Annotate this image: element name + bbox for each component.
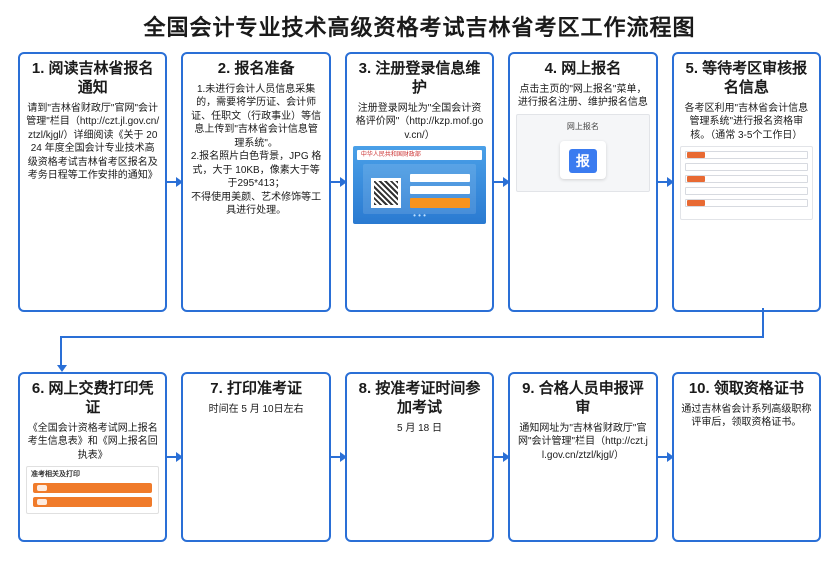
arrow-icon [167,452,181,462]
flow-row-2: 6. 网上交费打印凭证 《全国会计资格考试网上报名考生信息表》和《网上报名回执表… [0,372,839,542]
connector-line [60,336,764,338]
signup-badge-icon: 报 [569,149,597,173]
step-8: 8. 按准考证时间参加考试 5 月 18 日 [345,372,494,542]
print-screenshot: 准考相关及打印 [26,466,159,514]
step-9-body: 通知网址为"吉林省财政厅"官网"会计管理"栏目（http://czt.jl.go… [516,422,649,463]
step-7-body: 时间在 5 月 10日左右 [189,403,322,417]
login-header: 中华人民共和国财政部 [357,150,482,160]
step-6: 6. 网上交费打印凭证 《全国会计资格考试网上报名考生信息表》和《网上报名回执表… [18,372,167,542]
step-7-title: 7. 打印准考证 [189,380,322,399]
step-4-title: 4. 网上报名 [516,60,649,79]
arrow-icon [658,177,672,187]
step-1-body: 请到"吉林省财政厅"官网"会计管理"栏目（http://czt.jl.gov.c… [26,102,159,183]
step-10-body: 通过吉林省会计系列高级职称评审后，领取资格证书。 [680,403,813,430]
step-6-title: 6. 网上交费打印凭证 [26,380,159,418]
step-5-title: 5. 等待考区审核报名信息 [680,60,813,98]
step-5: 5. 等待考区审核报名信息 各考区利用"吉林省会计信息管理系统"进行报名资格审核… [672,52,821,312]
step-4: 4. 网上报名 点击主页的"网上报名"菜单，进行报名注册、维护报名信息 网上报名… [508,52,657,312]
step-10: 10. 领取资格证书 通过吉林省会计系列高级职称评审后，领取资格证书。 [672,372,821,542]
step-5-body: 各考区利用"吉林省会计信息管理系统"进行报名资格审核。（通常 3-5个工作日） [680,102,813,143]
step-4-body: 点击主页的"网上报名"菜单，进行报名注册、维护报名信息 [516,83,649,110]
flow-row-1: 1. 阅读吉林省报名通知 请到"吉林省财政厅"官网"会计管理"栏目（http:/… [0,52,839,312]
form-screenshot [680,146,813,220]
step-10-title: 10. 领取资格证书 [680,380,813,399]
step-9: 9. 合格人员申报评审 通知网址为"吉林省财政厅"官网"会计管理"栏目（http… [508,372,657,542]
arrow-icon [658,452,672,462]
step-7: 7. 打印准考证 时间在 5 月 10日左右 [181,372,330,542]
print-header: 准考相关及打印 [31,469,80,479]
signup-tab-label: 网上报名 [567,121,599,132]
step-1: 1. 阅读吉林省报名通知 请到"吉林省财政厅"官网"会计管理"栏目（http:/… [18,52,167,312]
step-3-body: 注册登录网址为"全国会计资格评价网"（http://kzp.mof.gov.cn… [353,102,486,143]
arrow-icon [494,177,508,187]
step-3-title: 3. 注册登录信息维护 [353,60,486,98]
qr-icon [371,178,401,208]
step-6-body: 《全国会计资格考试网上报名考生信息表》和《网上报名回执表》 [26,422,159,463]
arrow-icon [494,452,508,462]
step-9-title: 9. 合格人员申报评审 [516,380,649,418]
step-8-title: 8. 按准考证时间参加考试 [353,380,486,418]
step-2-title: 2. 报名准备 [189,60,322,79]
arrow-icon [167,177,181,187]
step-2-body: 1.未进行会计人员信息采集的，需要将学历证、会计师证、任职文（行政事业）等信息上… [189,83,322,218]
page-title: 全国会计专业技术高级资格考试吉林省考区工作流程图 [0,0,839,48]
login-screenshot: 中华人民共和国财政部 • • • [353,146,486,224]
connector-line [762,308,764,336]
step-3: 3. 注册登录信息维护 注册登录网址为"全国会计资格评价网"（http://kz… [345,52,494,312]
login-button [410,198,470,208]
arrow-icon [331,452,345,462]
connector-arrow-icon [60,336,62,366]
signup-screenshot: 网上报名 报 [516,114,649,192]
step-8-body: 5 月 18 日 [353,422,486,436]
step-2: 2. 报名准备 1.未进行会计人员信息采集的，需要将学历证、会计师证、任职文（行… [181,52,330,312]
arrow-icon [331,177,345,187]
step-1-title: 1. 阅读吉林省报名通知 [26,60,159,98]
